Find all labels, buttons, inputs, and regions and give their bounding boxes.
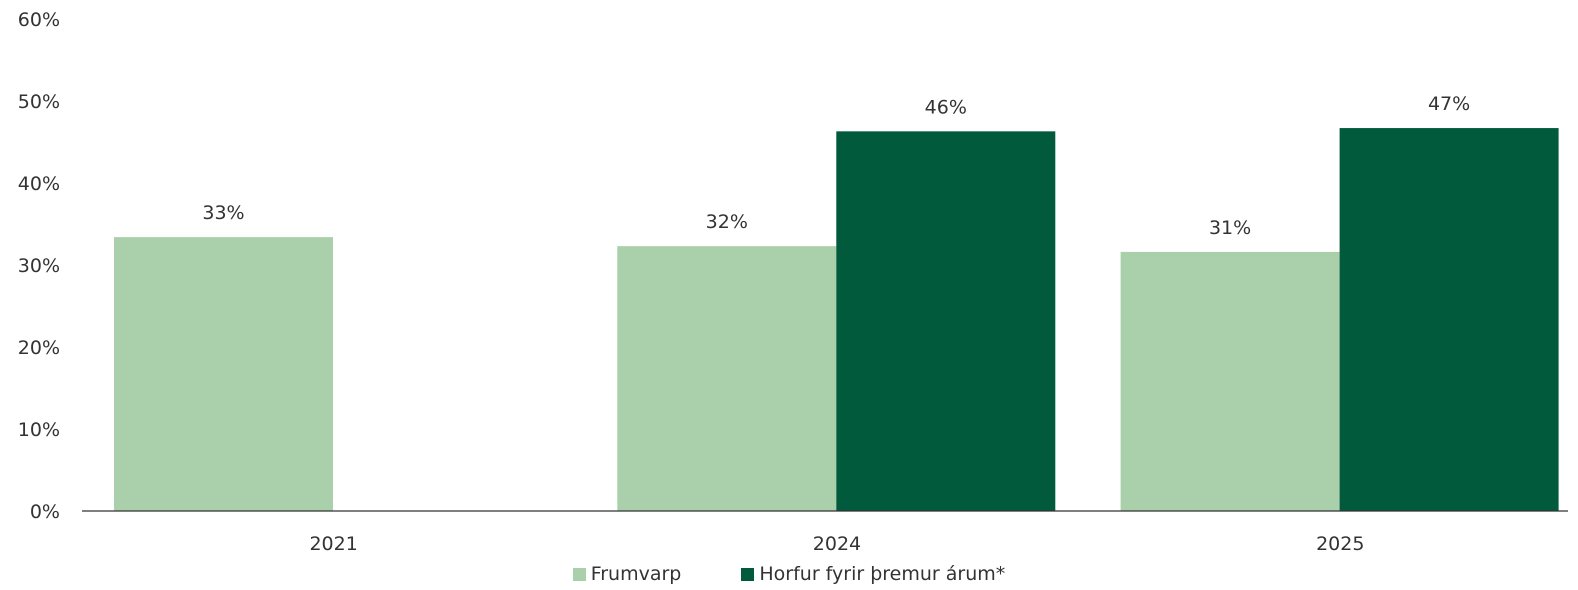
bar bbox=[1120, 251, 1340, 511]
x-tick-label: 2025 bbox=[1316, 533, 1364, 555]
y-tick-label: 60% bbox=[18, 9, 60, 31]
bar bbox=[617, 246, 837, 511]
legend-swatch-horfur bbox=[741, 567, 755, 581]
data-label: 32% bbox=[706, 211, 748, 233]
legend-item-frumvarp: Frumvarp bbox=[572, 561, 682, 587]
data-labels: 33% 32% 46% 31% 47% bbox=[202, 93, 1470, 239]
legend-label-horfur: Horfur fyrir þremur árum* bbox=[759, 563, 1006, 585]
y-tick-label: 30% bbox=[18, 255, 60, 277]
bar bbox=[836, 131, 1056, 511]
legend-label-frumvarp: Frumvarp bbox=[590, 563, 682, 585]
data-label: 47% bbox=[1428, 93, 1470, 115]
legend-item-horfur: Horfur fyrir þremur árum* bbox=[741, 561, 1005, 587]
legend-swatch-frumvarp bbox=[572, 567, 586, 581]
bar bbox=[114, 237, 333, 511]
bar bbox=[1339, 128, 1559, 511]
bars bbox=[114, 128, 1559, 511]
y-tick-label: 10% bbox=[18, 419, 60, 441]
data-label: 31% bbox=[1209, 217, 1251, 239]
y-tick-label: 20% bbox=[18, 337, 60, 359]
data-label: 33% bbox=[202, 202, 244, 224]
y-axis-ticks: 0% 10% 20% 30% 40% 50% 60% bbox=[18, 9, 60, 523]
legend: Frumvarp Horfur fyrir þremur árum* bbox=[0, 561, 1578, 587]
x-tick-label: 2021 bbox=[309, 533, 357, 555]
x-tick-label: 2024 bbox=[813, 533, 861, 555]
y-tick-label: 0% bbox=[30, 501, 60, 523]
data-label: 46% bbox=[925, 96, 967, 118]
y-tick-label: 50% bbox=[18, 91, 60, 113]
y-tick-label: 40% bbox=[18, 173, 60, 195]
x-axis-ticks: 2021 2024 2025 bbox=[309, 533, 1364, 555]
